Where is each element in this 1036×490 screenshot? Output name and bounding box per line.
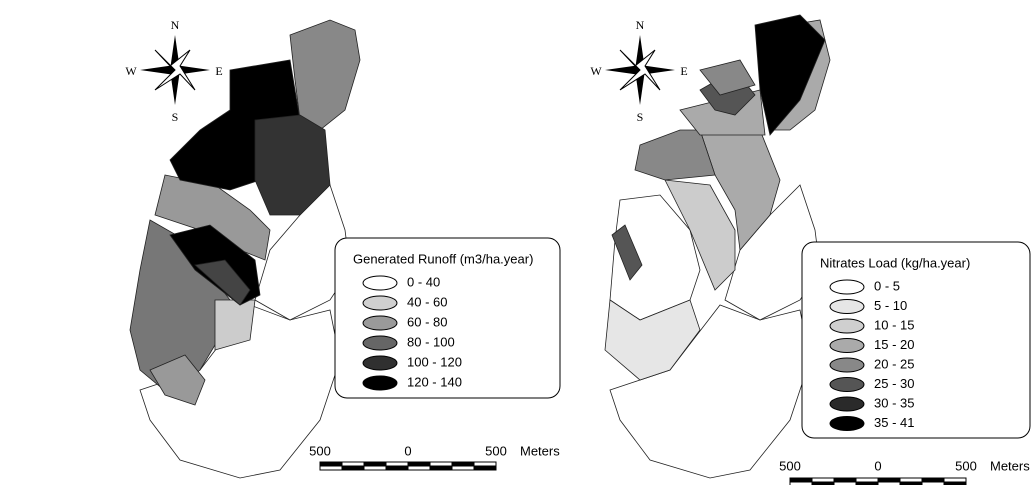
compass-e: E <box>215 64 222 78</box>
legend-label: 0 - 40 <box>407 274 440 289</box>
scale-bar <box>341 465 365 471</box>
scale-bar <box>363 461 387 467</box>
scale-label: 0 <box>874 458 881 473</box>
legend-swatch <box>362 295 398 311</box>
legend-label: 0 - 5 <box>874 278 900 293</box>
scale-bar <box>319 461 343 467</box>
scale-unit: Meters <box>520 443 560 458</box>
legend-swatch <box>362 375 398 391</box>
scale-bar <box>319 465 343 471</box>
legend-swatch <box>829 318 865 334</box>
scale-bar <box>429 461 453 467</box>
scale-bar <box>899 477 923 483</box>
scale-label: 500 <box>955 458 977 473</box>
scale-bar <box>407 465 431 471</box>
scale-bar <box>407 461 431 467</box>
legend-swatch <box>829 416 865 431</box>
compass-n: N <box>636 18 645 32</box>
legend-swatch <box>362 355 398 371</box>
legend-label: 10 - 15 <box>874 317 914 332</box>
scale-label: 500 <box>309 443 331 458</box>
legend-swatch <box>362 315 398 331</box>
legend-label: 60 - 80 <box>407 314 447 329</box>
compass-s: S <box>637 110 644 124</box>
scale-bar <box>451 461 475 467</box>
legend-label: 120 - 140 <box>407 374 462 389</box>
compass: N S W E <box>590 18 687 124</box>
compass-w: W <box>125 64 137 78</box>
legend-swatch <box>829 299 865 314</box>
legend-label: 80 - 100 <box>407 334 455 349</box>
legend-label: 40 - 60 <box>407 294 447 309</box>
scale-bar <box>341 461 365 467</box>
scale-label: 500 <box>779 458 801 473</box>
scale-bar <box>789 477 813 483</box>
scale-bar <box>811 477 835 483</box>
scale-bar <box>363 465 387 471</box>
compass-n: N <box>171 18 180 32</box>
scale-label: 0 <box>404 443 411 458</box>
legend-swatch <box>362 275 398 291</box>
legend-swatch <box>829 279 865 295</box>
legend-swatch <box>829 377 865 392</box>
scale-unit: Meters <box>990 458 1030 473</box>
scale-bar <box>943 477 967 483</box>
legend-label: 15 - 20 <box>874 337 914 352</box>
scale-bar <box>429 465 453 471</box>
legend-label: 100 - 120 <box>407 354 462 369</box>
compass-s: S <box>172 110 179 124</box>
nitrates-map <box>604 14 831 479</box>
scale-bar <box>877 477 901 483</box>
scale-label: 500 <box>485 443 507 458</box>
compass-e: E <box>680 64 687 78</box>
legend-label: 25 - 30 <box>874 376 914 391</box>
scale-bar <box>473 465 497 471</box>
compass-w: W <box>590 64 602 78</box>
legend-label: 5 - 10 <box>874 298 907 313</box>
scale-bar <box>855 477 879 483</box>
legend-swatch <box>829 396 865 412</box>
runoff-map <box>129 19 361 479</box>
legend-label: 35 - 41 <box>874 415 914 430</box>
legend-label: 20 - 25 <box>874 356 914 371</box>
legend-swatch <box>829 338 865 353</box>
legend-title: Nitrates Load (kg/ha.year) <box>820 255 970 270</box>
scale-bar <box>833 477 857 483</box>
legend-title: Generated Runoff (m3/ha.year) <box>353 251 533 266</box>
compass: N S W E <box>125 18 222 124</box>
scale-bar <box>473 461 497 467</box>
scale-bar <box>385 461 409 467</box>
scale-bar <box>921 477 945 483</box>
legend-swatch <box>829 357 865 373</box>
legend-label: 30 - 35 <box>874 395 914 410</box>
scale-bar <box>385 465 409 471</box>
legend-swatch <box>362 335 398 351</box>
scale-bar <box>451 465 475 471</box>
